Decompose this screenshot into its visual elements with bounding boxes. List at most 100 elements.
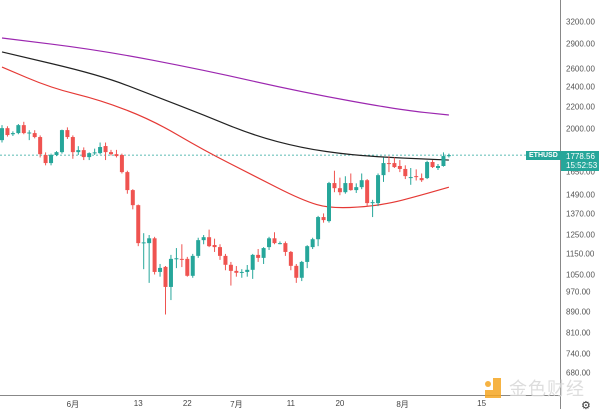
candle-body bbox=[299, 261, 304, 278]
candle-body bbox=[288, 251, 293, 266]
candle-body bbox=[256, 254, 261, 258]
time-tick-label: 13 bbox=[133, 399, 143, 408]
price-axis-border bbox=[560, 0, 561, 409]
time-tick-label: 22 bbox=[182, 399, 192, 408]
candle-body bbox=[419, 178, 424, 181]
candle-body bbox=[27, 132, 32, 134]
candle-body bbox=[174, 258, 179, 260]
candle-body bbox=[70, 137, 75, 153]
candle-body bbox=[223, 255, 228, 265]
price-tick-label: 1650.00 bbox=[566, 167, 595, 177]
moving-average-line-0 bbox=[1, 37, 449, 116]
price-tick-label: 3200.00 bbox=[566, 17, 595, 27]
candle-body bbox=[310, 239, 315, 248]
candle-body bbox=[76, 150, 81, 153]
price-tick-label: 1150.00 bbox=[566, 249, 595, 259]
price-tick-label: 2000.00 bbox=[566, 124, 595, 133]
candle-body bbox=[283, 243, 288, 252]
price-tick-label: 2900.00 bbox=[566, 39, 595, 49]
candle-body bbox=[147, 238, 152, 244]
candle-body bbox=[430, 162, 435, 168]
candle-body bbox=[403, 168, 408, 177]
candle-body bbox=[54, 152, 59, 156]
logo-icon bbox=[485, 378, 505, 398]
candle-body bbox=[0, 128, 4, 141]
candle-body bbox=[381, 163, 386, 176]
price-tick-label: 1050.00 bbox=[566, 270, 595, 279]
candle-body bbox=[136, 205, 141, 244]
candle-body bbox=[277, 243, 282, 245]
price-tick-label: 890.00 bbox=[566, 307, 591, 317]
candle-body bbox=[207, 237, 212, 247]
candle-body bbox=[392, 163, 397, 168]
candle-body bbox=[250, 254, 255, 270]
candle-body bbox=[130, 190, 135, 206]
candle-body bbox=[114, 154, 119, 157]
watermark-logo: 金色财经 bbox=[485, 375, 585, 401]
candle-body bbox=[81, 150, 86, 158]
candle-body bbox=[343, 183, 348, 193]
candle-body bbox=[305, 246, 310, 262]
candle-body bbox=[245, 269, 250, 272]
time-tick-label: 20 bbox=[335, 399, 345, 408]
candle-body bbox=[446, 155, 451, 157]
price-chart[interactable] bbox=[0, 0, 560, 395]
candle-body bbox=[92, 152, 97, 154]
candle-body bbox=[218, 247, 222, 256]
candle-body bbox=[321, 217, 326, 221]
moving-average-line-1 bbox=[1, 51, 449, 161]
candle-body bbox=[98, 147, 103, 154]
candle-body bbox=[212, 245, 217, 248]
candle-body bbox=[425, 162, 430, 179]
price-tick-label: 2400.00 bbox=[566, 82, 595, 92]
candle-body bbox=[408, 177, 413, 179]
candle-body bbox=[436, 165, 440, 169]
candle-body bbox=[43, 155, 48, 164]
candle-body bbox=[190, 255, 195, 276]
time-tick-label: 6月 bbox=[66, 400, 80, 409]
watermark-text: 金色财经 bbox=[509, 379, 585, 399]
candle-body bbox=[386, 163, 391, 165]
gear-icon[interactable]: ⚙ bbox=[581, 400, 591, 412]
candle-body bbox=[16, 125, 21, 134]
candle-body bbox=[316, 217, 321, 240]
bar-countdown: 15:52:53 bbox=[566, 161, 598, 170]
candle-body bbox=[109, 152, 113, 155]
candle-body bbox=[141, 242, 146, 244]
candle-body bbox=[272, 238, 277, 244]
price-tick-label: 810.00 bbox=[566, 328, 591, 338]
candle-body bbox=[261, 248, 266, 258]
candle-body bbox=[196, 240, 201, 256]
time-axis-border bbox=[0, 395, 560, 396]
candle-body bbox=[376, 175, 381, 204]
candle-body bbox=[228, 264, 233, 271]
candle-body bbox=[294, 265, 299, 278]
candle-body bbox=[348, 183, 353, 191]
time-tick-label: 8月 bbox=[396, 400, 409, 409]
price-tick-label: 2600.00 bbox=[566, 64, 595, 74]
candle-body bbox=[185, 258, 190, 276]
price-tick-label: 1370.00 bbox=[566, 209, 595, 219]
time-tick-label: 7月 bbox=[230, 400, 243, 409]
candle-body bbox=[168, 258, 173, 287]
candle-body bbox=[441, 156, 446, 166]
price-tick-label: 680.00 bbox=[566, 368, 591, 378]
candle-body bbox=[21, 125, 26, 134]
candle-body bbox=[359, 180, 364, 188]
last-price-value: 1778.56 bbox=[566, 152, 595, 161]
candle-body bbox=[327, 183, 331, 222]
candle-body bbox=[332, 183, 337, 189]
price-tick-label: 2200.00 bbox=[566, 102, 595, 112]
candle-body bbox=[103, 146, 108, 153]
candle-body bbox=[239, 271, 244, 273]
price-tick-label: 1490.00 bbox=[566, 190, 595, 200]
candle-body bbox=[152, 238, 157, 272]
candle-body bbox=[397, 165, 402, 169]
candle-body bbox=[201, 237, 206, 241]
candle-body bbox=[65, 130, 70, 138]
candle-body bbox=[87, 153, 92, 158]
candle-body bbox=[414, 176, 419, 178]
last-price-label: 1778.56 15:52:53 bbox=[561, 151, 599, 171]
candle-body bbox=[125, 172, 130, 191]
symbol-label: ETHUSD bbox=[526, 151, 561, 160]
